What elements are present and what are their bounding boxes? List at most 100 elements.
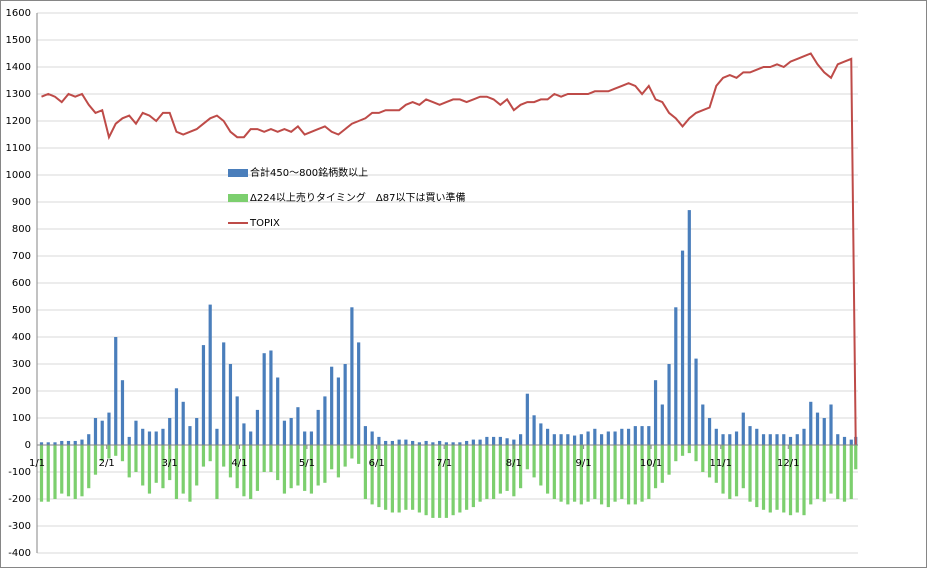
bar: [545, 428, 550, 445]
x-tick-label: 2/1: [99, 458, 115, 469]
bar: [384, 440, 388, 445]
bar: [478, 445, 482, 502]
y-tick-label: 900: [12, 197, 31, 208]
bar: [390, 445, 394, 513]
bar: [451, 442, 455, 445]
x-tick-label: 10/1: [640, 458, 662, 469]
bar: [93, 445, 98, 475]
bar: [782, 445, 786, 513]
bar: [195, 418, 199, 445]
bar: [66, 440, 71, 445]
bar: [674, 307, 678, 445]
bar: [330, 366, 334, 445]
bar: [586, 445, 590, 502]
bar: [141, 428, 145, 445]
bar: [761, 445, 766, 510]
bar: [154, 445, 158, 483]
bar: [343, 445, 347, 467]
bar: [620, 428, 624, 445]
bar: [39, 442, 44, 445]
bar: [755, 428, 759, 445]
bar: [431, 442, 435, 445]
bar: [701, 404, 705, 445]
y-tick-label: -100: [8, 467, 31, 478]
bar: [680, 445, 685, 456]
bar: [842, 445, 847, 502]
bar: [660, 445, 664, 483]
bar: [849, 439, 853, 445]
bar: [188, 426, 192, 445]
bar: [73, 445, 77, 499]
bar: [755, 445, 759, 508]
bar: [181, 445, 185, 494]
x-tick-label: 1/1: [29, 458, 45, 469]
bar: [120, 445, 125, 462]
lines: [41, 52, 857, 446]
bar: [707, 418, 712, 445]
bar: [323, 396, 327, 445]
bar: [73, 440, 77, 445]
bar: [397, 445, 401, 513]
bar: [633, 445, 637, 505]
x-tick-label: 11/1: [710, 458, 732, 469]
bar: [768, 445, 772, 513]
bar: [127, 445, 131, 478]
bar: [107, 412, 111, 445]
bar: [296, 445, 300, 486]
bar: [606, 431, 610, 445]
bar: [647, 426, 651, 445]
bar: [728, 434, 732, 445]
bar: [714, 445, 718, 483]
bar: [606, 445, 610, 508]
bar: [640, 445, 644, 502]
bar: [559, 445, 563, 502]
bar: [80, 439, 84, 445]
legend-label: Δ224以上売りタイミング Δ87以下は買い準備: [250, 191, 466, 204]
bar: [269, 445, 273, 472]
x-tick-label: 3/1: [162, 458, 178, 469]
bar: [188, 445, 192, 502]
bar: [795, 445, 799, 513]
bar: [242, 445, 246, 497]
bar: [93, 418, 98, 445]
bar: [66, 445, 71, 497]
bar: [647, 445, 651, 499]
bar: [255, 409, 260, 445]
y-tick-label: 1500: [6, 35, 31, 46]
bar: [593, 445, 597, 499]
bar: [235, 445, 239, 489]
y-tick-label: 800: [12, 224, 31, 235]
bar: [377, 436, 381, 445]
bar: [289, 445, 293, 489]
bar: [201, 345, 206, 445]
grid: [37, 12, 858, 554]
bar: [748, 426, 752, 445]
bar: [829, 404, 833, 445]
bar: [741, 412, 745, 445]
bar: [309, 445, 314, 494]
bar: [370, 431, 374, 445]
bar: [100, 445, 104, 462]
bar: [303, 445, 307, 491]
bar: [471, 445, 475, 508]
bar: [46, 445, 50, 502]
bar: [411, 440, 415, 445]
bar: [485, 445, 489, 499]
y-tick-label: 1200: [6, 116, 31, 127]
bar: [653, 380, 658, 445]
bar: [424, 445, 428, 516]
bar: [161, 428, 165, 445]
bar: [815, 445, 820, 499]
bar: [282, 445, 287, 494]
bar: [438, 440, 442, 445]
bar: [552, 445, 556, 499]
bar: [721, 445, 725, 494]
bar: [87, 434, 91, 445]
bar: [498, 445, 502, 494]
bar: [458, 445, 462, 513]
axes: -400 -300 -200 -100 0 100 200 300 400 500 600 700 80…: [6, 8, 858, 559]
bar: [694, 358, 698, 445]
bar: [458, 442, 462, 445]
bar: [836, 434, 840, 445]
